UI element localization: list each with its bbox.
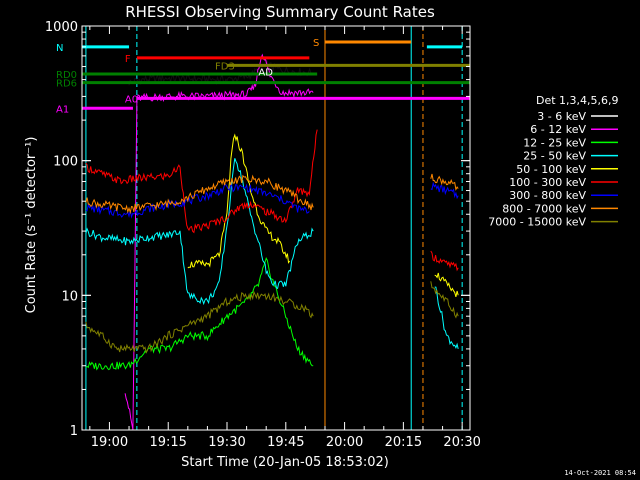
series-line [128, 59, 314, 86]
flag-label: A1 [56, 104, 69, 115]
legend-entry: 300 - 800 keV [509, 189, 586, 202]
series-line [187, 133, 459, 298]
y-tick-label: 1000 [45, 20, 78, 35]
plot-frame [81, 25, 471, 431]
series-line [85, 281, 459, 354]
y-tick-label: 10 [61, 289, 78, 304]
flag-label: AD [258, 67, 273, 78]
legend-entry: 50 - 100 keV [516, 163, 586, 176]
flag-label: F [125, 54, 131, 65]
series-line [85, 129, 459, 272]
x-tick-label: 19:00 [91, 435, 128, 450]
y-axis-label: Count Rate (s⁻¹ detector⁻¹) [24, 137, 39, 314]
series-path [430, 281, 459, 319]
series-line [85, 181, 459, 219]
chart-title: RHESSI Observing Summary Count Rates [125, 3, 435, 21]
series-path [430, 181, 459, 200]
flag-label: S [313, 38, 319, 49]
series-path [434, 286, 459, 350]
flag-label: RD6 [56, 79, 77, 90]
legend-entry: 100 - 300 keV [509, 176, 586, 189]
x-tick-label: 20:00 [326, 435, 363, 450]
legend-entry: 12 - 25 keV [523, 136, 586, 149]
legend-entry: 3 - 6 keV [537, 110, 586, 123]
series-path [85, 290, 314, 354]
series-line [85, 158, 459, 350]
render-timestamp: 14-Oct-2021 08:54 [564, 469, 636, 477]
series-path [434, 272, 459, 298]
flag-label: FD3 [215, 61, 235, 72]
series-path [430, 173, 459, 191]
x-tick-label: 19:30 [208, 435, 245, 450]
legend-entry: 6 - 12 keV [530, 123, 586, 136]
flag-label: RD0 [56, 70, 77, 81]
flag-label: A0 [125, 94, 138, 105]
series-path [430, 250, 459, 272]
y-tick-label: 100 [53, 155, 78, 170]
y-tick-label: 1 [70, 424, 78, 439]
x-axis-label: Start Time (20-Jan-05 18:53:02) [181, 455, 389, 470]
legend-entry: 7000 - 15000 keV [488, 216, 586, 229]
x-tick-label: 19:45 [267, 435, 304, 450]
series-path [187, 133, 291, 269]
series-path [85, 129, 318, 234]
legend-entry: 800 - 7000 keV [502, 202, 586, 215]
flag-label: N [56, 43, 63, 54]
series-path [85, 182, 310, 219]
x-tick-label: 20:15 [385, 435, 422, 450]
series-path [85, 257, 314, 371]
series-path [128, 59, 314, 86]
series-line [85, 257, 314, 371]
legend-title: Det 1,3,4,5,6,9 [536, 94, 619, 107]
x-tick-label: 19:15 [149, 435, 186, 450]
series-path [85, 158, 314, 306]
x-tick-label: 20:30 [443, 435, 480, 450]
series-path [85, 174, 314, 215]
series-line [85, 173, 459, 215]
legend-entry: 25 - 50 keV [523, 150, 586, 163]
